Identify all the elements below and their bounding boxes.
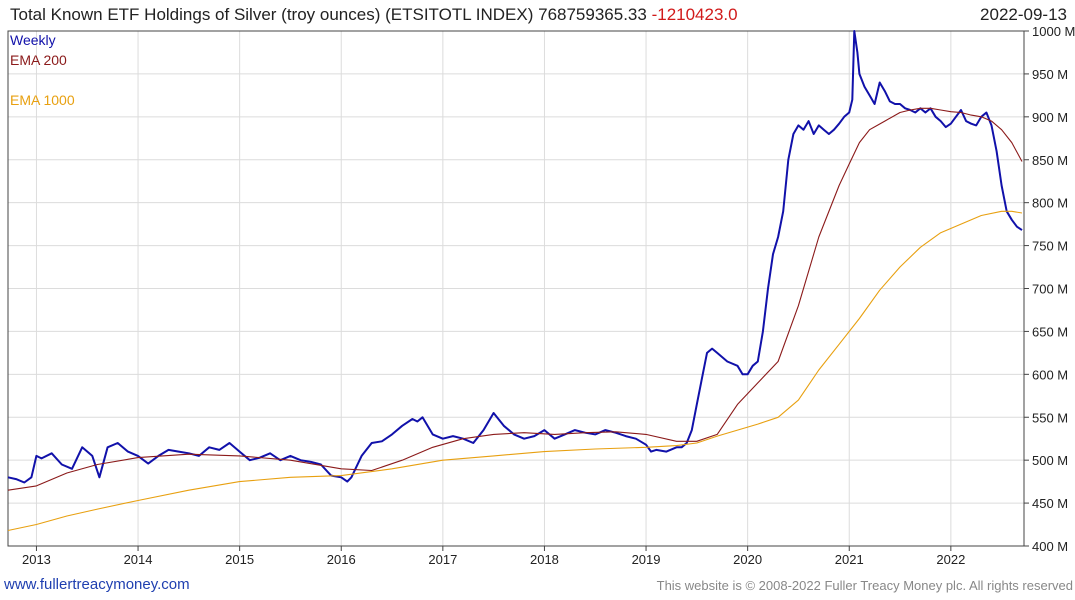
title-change-value: -1210423.0 bbox=[651, 5, 738, 24]
y-tick-label: 650 M bbox=[1032, 324, 1068, 339]
legend-entry: EMA 1000 bbox=[10, 92, 75, 108]
x-tick-label: 2016 bbox=[327, 552, 356, 567]
y-tick-label: 550 M bbox=[1032, 410, 1068, 425]
x-tick-label: 2013 bbox=[22, 552, 51, 567]
title-text: Total Known ETF Holdings of Silver (troy… bbox=[10, 5, 647, 24]
series-line-ema-200 bbox=[7, 107, 1023, 491]
series-line-weekly bbox=[7, 30, 1023, 484]
y-tick-label: 450 M bbox=[1032, 496, 1068, 511]
y-tick-label: 800 M bbox=[1032, 196, 1068, 211]
legend-entry: Weekly bbox=[10, 32, 56, 48]
y-tick-label: 950 M bbox=[1032, 67, 1068, 82]
x-tick-label: 2019 bbox=[632, 552, 661, 567]
x-tick-label: 2014 bbox=[124, 552, 153, 567]
legend-entry: EMA 200 bbox=[10, 52, 67, 68]
y-tick-label: 500 M bbox=[1032, 453, 1068, 468]
y-tick-label: 900 M bbox=[1032, 110, 1068, 125]
chart-title: Total Known ETF Holdings of Silver (troy… bbox=[10, 5, 738, 25]
x-tick-label: 2015 bbox=[225, 552, 254, 567]
y-tick-label: 600 M bbox=[1032, 367, 1068, 382]
x-tick-label: 2018 bbox=[530, 552, 559, 567]
footer-copyright: This website is © 2008-2022 Fuller Treac… bbox=[656, 578, 1073, 593]
series-lines bbox=[7, 30, 1023, 532]
grid-lines bbox=[8, 30, 1024, 547]
chart-date: 2022-09-13 bbox=[980, 5, 1067, 24]
series-line-ema-1000 bbox=[7, 210, 1023, 532]
x-axis: 2013 2014 2015 2016 2017 2018 2019 2020 2021 2022 bbox=[22, 546, 965, 567]
y-axis: 400 M 450 M 500 M 550 M 600 M 650 M 700 M 750 M… bbox=[1024, 24, 1075, 554]
y-tick-label: 400 M bbox=[1032, 539, 1068, 554]
x-tick-label: 2022 bbox=[936, 552, 965, 567]
x-tick-label: 2020 bbox=[733, 552, 762, 567]
footer-site-link[interactable]: www.fullertreacymoney.com bbox=[4, 576, 190, 593]
x-tick-label: 2017 bbox=[428, 552, 457, 567]
y-tick-label: 1000 M bbox=[1032, 24, 1075, 39]
legend: Weekly EMA 200 EMA 1000 bbox=[10, 32, 75, 108]
chart-header: Total Known ETF Holdings of Silver (troy… bbox=[0, 0, 1075, 30]
y-tick-label: 700 M bbox=[1032, 282, 1068, 297]
y-tick-label: 850 M bbox=[1032, 153, 1068, 168]
y-tick-label: 750 M bbox=[1032, 239, 1068, 254]
x-tick-label: 2021 bbox=[835, 552, 864, 567]
